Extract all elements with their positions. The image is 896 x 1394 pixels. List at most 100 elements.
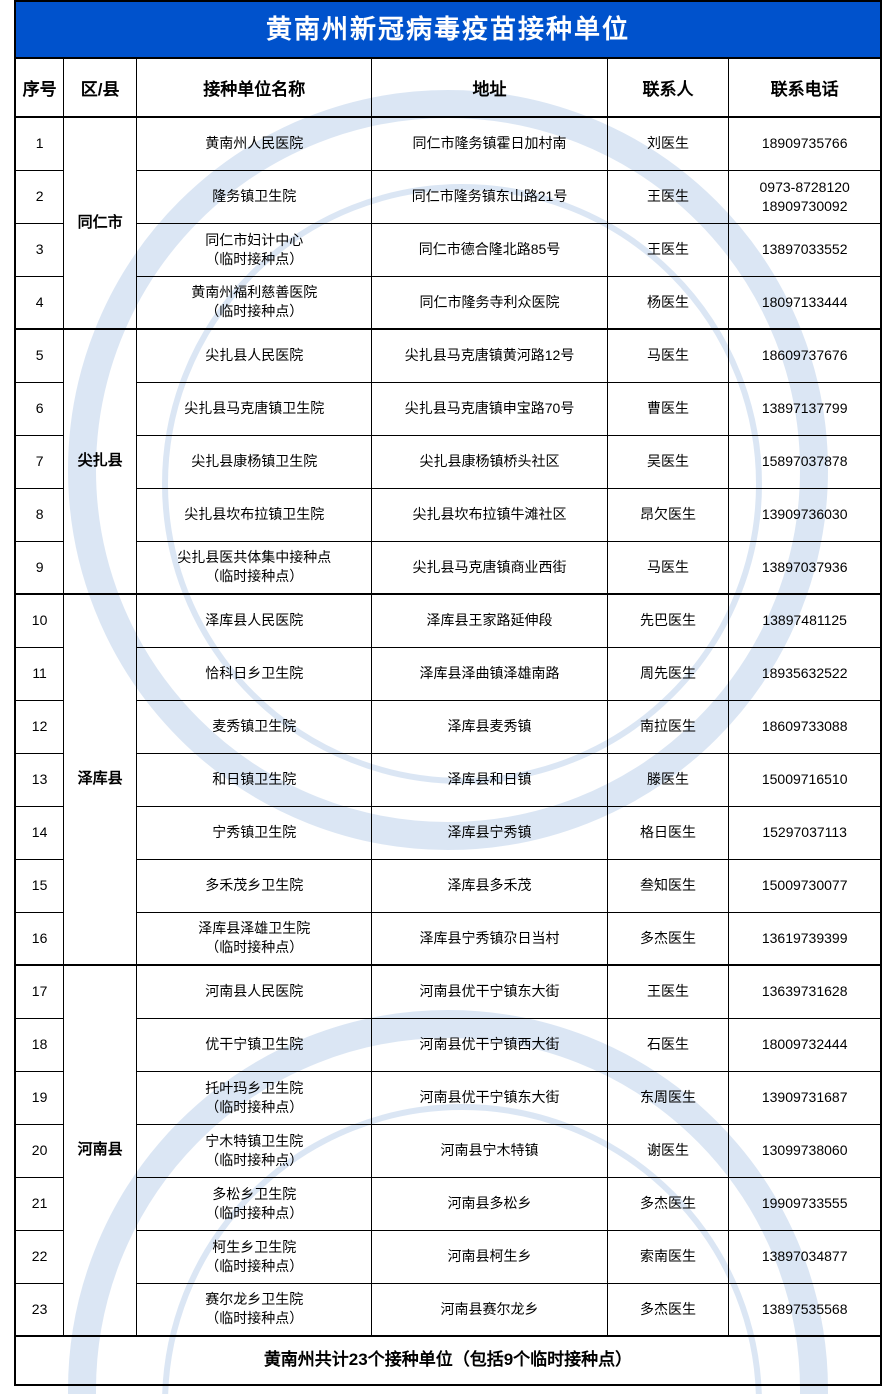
cell-address: 泽库县泽曲镇泽雄南路 [372,647,607,700]
cell-contact: 格日医生 [607,806,729,859]
cell-phone: 15009716510 [729,753,881,806]
cell-index: 4 [15,276,64,329]
table-row: 4黄南州福利慈善医院（临时接种点）同仁市隆务寺利众医院杨医生1809713344… [15,276,881,329]
cell-index: 10 [15,594,64,647]
cell-contact: 谢医生 [607,1124,729,1177]
cell-address: 河南县优干宁镇东大街 [372,1071,607,1124]
cell-phone: 13099738060 [729,1124,881,1177]
cell-phone: 18935632522 [729,647,881,700]
table-row: 21多松乡卫生院（临时接种点）河南县多松乡多杰医生19909733555 [15,1177,881,1230]
table-row: 10泽库县泽库县人民医院泽库县王家路延伸段先巴医生13897481125 [15,594,881,647]
cell-index: 23 [15,1283,64,1336]
cell-unit: 宁木特镇卫生院（临时接种点） [137,1124,372,1177]
table-row: 15多禾茂乡卫生院泽库县多禾茂叁知医生15009730077 [15,859,881,912]
cell-unit: 河南县人民医院 [137,965,372,1018]
cell-address: 泽库县麦秀镇 [372,700,607,753]
cell-unit: 泽库县人民医院 [137,594,372,647]
cell-unit: 黄南州人民医院 [137,117,372,170]
cell-unit: 尖扎县医共体集中接种点（临时接种点） [137,541,372,594]
cell-contact: 多杰医生 [607,1283,729,1336]
cell-unit: 麦秀镇卫生院 [137,700,372,753]
cell-region: 泽库县 [64,594,137,965]
cell-region: 尖扎县 [64,329,137,594]
cell-phone: 13897034877 [729,1230,881,1283]
cell-phone: 13897137799 [729,382,881,435]
cell-unit: 黄南州福利慈善医院（临时接种点） [137,276,372,329]
table-row: 20宁木特镇卫生院（临时接种点）河南县宁木特镇谢医生13099738060 [15,1124,881,1177]
cell-address: 泽库县多禾茂 [372,859,607,912]
cell-unit: 赛尔龙乡卫生院（临时接种点） [137,1283,372,1336]
cell-index: 14 [15,806,64,859]
table-row: 8尖扎县坎布拉镇卫生院尖扎县坎布拉镇牛滩社区昂欠医生13909736030 [15,488,881,541]
vaccine-sites-table: 黄南州新冠病毒疫苗接种单位 序号 区/县 接种单位名称 地址 联系人 联系电话 … [14,0,882,1386]
cell-address: 河南县柯生乡 [372,1230,607,1283]
cell-address: 河南县优干宁镇东大街 [372,965,607,1018]
cell-address: 河南县赛尔龙乡 [372,1283,607,1336]
table-row: 22 柯生乡卫生院（临时接种点）河南县柯生乡索南医生13897034877 [15,1230,881,1283]
table-row: 23 赛尔龙乡卫生院（临时接种点）河南县赛尔龙乡多杰医生13897535568 [15,1283,881,1336]
cell-phone: 18609737676 [729,329,881,382]
cell-address: 同仁市隆务镇东山路21号 [372,170,607,223]
table-row: 2隆务镇卫生院同仁市隆务镇东山路21号王医生0973-8728120189097… [15,170,881,223]
cell-phone: 13639731628 [729,965,881,1018]
table-title: 黄南州新冠病毒疫苗接种单位 [15,1,881,58]
table-row: 7尖扎县康杨镇卫生院尖扎县康杨镇桥头社区吴医生15897037878 [15,435,881,488]
cell-address: 河南县优干宁镇西大街 [372,1018,607,1071]
cell-address: 尖扎县马克唐镇黄河路12号 [372,329,607,382]
cell-index: 22 [15,1230,64,1283]
cell-contact: 多杰医生 [607,1177,729,1230]
cell-phone: 13619739399 [729,912,881,965]
cell-phone: 13897481125 [729,594,881,647]
header-row: 序号 区/县 接种单位名称 地址 联系人 联系电话 [15,58,881,117]
cell-contact: 周先医生 [607,647,729,700]
cell-contact: 吴医生 [607,435,729,488]
cell-unit: 多禾茂乡卫生院 [137,859,372,912]
cell-contact: 叁知医生 [607,859,729,912]
cell-phone: 18097133444 [729,276,881,329]
cell-index: 2 [15,170,64,223]
col-index: 序号 [15,58,64,117]
cell-address: 河南县多松乡 [372,1177,607,1230]
cell-unit: 和日镇卫生院 [137,753,372,806]
cell-contact: 昂欠医生 [607,488,729,541]
cell-contact: 刘医生 [607,117,729,170]
table-row: 14宁秀镇卫生院泽库县宁秀镇格日医生15297037113 [15,806,881,859]
cell-contact: 索南医生 [607,1230,729,1283]
cell-contact: 马医生 [607,541,729,594]
table-row: 5尖扎县尖扎县人民医院尖扎县马克唐镇黄河路12号马医生18609737676 [15,329,881,382]
cell-unit: 尖扎县康杨镇卫生院 [137,435,372,488]
cell-unit: 柯生乡卫生院（临时接种点） [137,1230,372,1283]
cell-phone: 13897033552 [729,223,881,276]
table-row: 18优干宁镇卫生院河南县优干宁镇西大街石医生18009732444 [15,1018,881,1071]
cell-contact: 东周医生 [607,1071,729,1124]
cell-contact: 石医生 [607,1018,729,1071]
cell-phone: 18909735766 [729,117,881,170]
table-row: 6尖扎县马克唐镇卫生院尖扎县马克唐镇申宝路70号曹医生13897137799 [15,382,881,435]
cell-contact: 先巴医生 [607,594,729,647]
col-phone: 联系电话 [729,58,881,117]
cell-phone: 13897535568 [729,1283,881,1336]
cell-unit: 优干宁镇卫生院 [137,1018,372,1071]
cell-index: 3 [15,223,64,276]
cell-phone: 15897037878 [729,435,881,488]
cell-phone: 19909733555 [729,1177,881,1230]
cell-index: 20 [15,1124,64,1177]
summary-row: 黄南州共计23个接种单位（包括9个临时接种点） [15,1336,881,1385]
col-unit: 接种单位名称 [137,58,372,117]
cell-address: 同仁市隆务镇霍日加村南 [372,117,607,170]
cell-index: 6 [15,382,64,435]
cell-index: 13 [15,753,64,806]
cell-address: 尖扎县康杨镇桥头社区 [372,435,607,488]
cell-contact: 王医生 [607,170,729,223]
cell-index: 16 [15,912,64,965]
cell-contact: 曹医生 [607,382,729,435]
cell-unit: 尖扎县人民医院 [137,329,372,382]
cell-contact: 杨医生 [607,276,729,329]
cell-phone: 0973-872812018909730092 [729,170,881,223]
cell-index: 8 [15,488,64,541]
cell-address: 泽库县和日镇 [372,753,607,806]
cell-unit: 泽库县泽雄卫生院（临时接种点） [137,912,372,965]
table-row: 9尖扎县医共体集中接种点（临时接种点）尖扎县马克唐镇商业西街马医生1389703… [15,541,881,594]
col-address: 地址 [372,58,607,117]
cell-index: 15 [15,859,64,912]
